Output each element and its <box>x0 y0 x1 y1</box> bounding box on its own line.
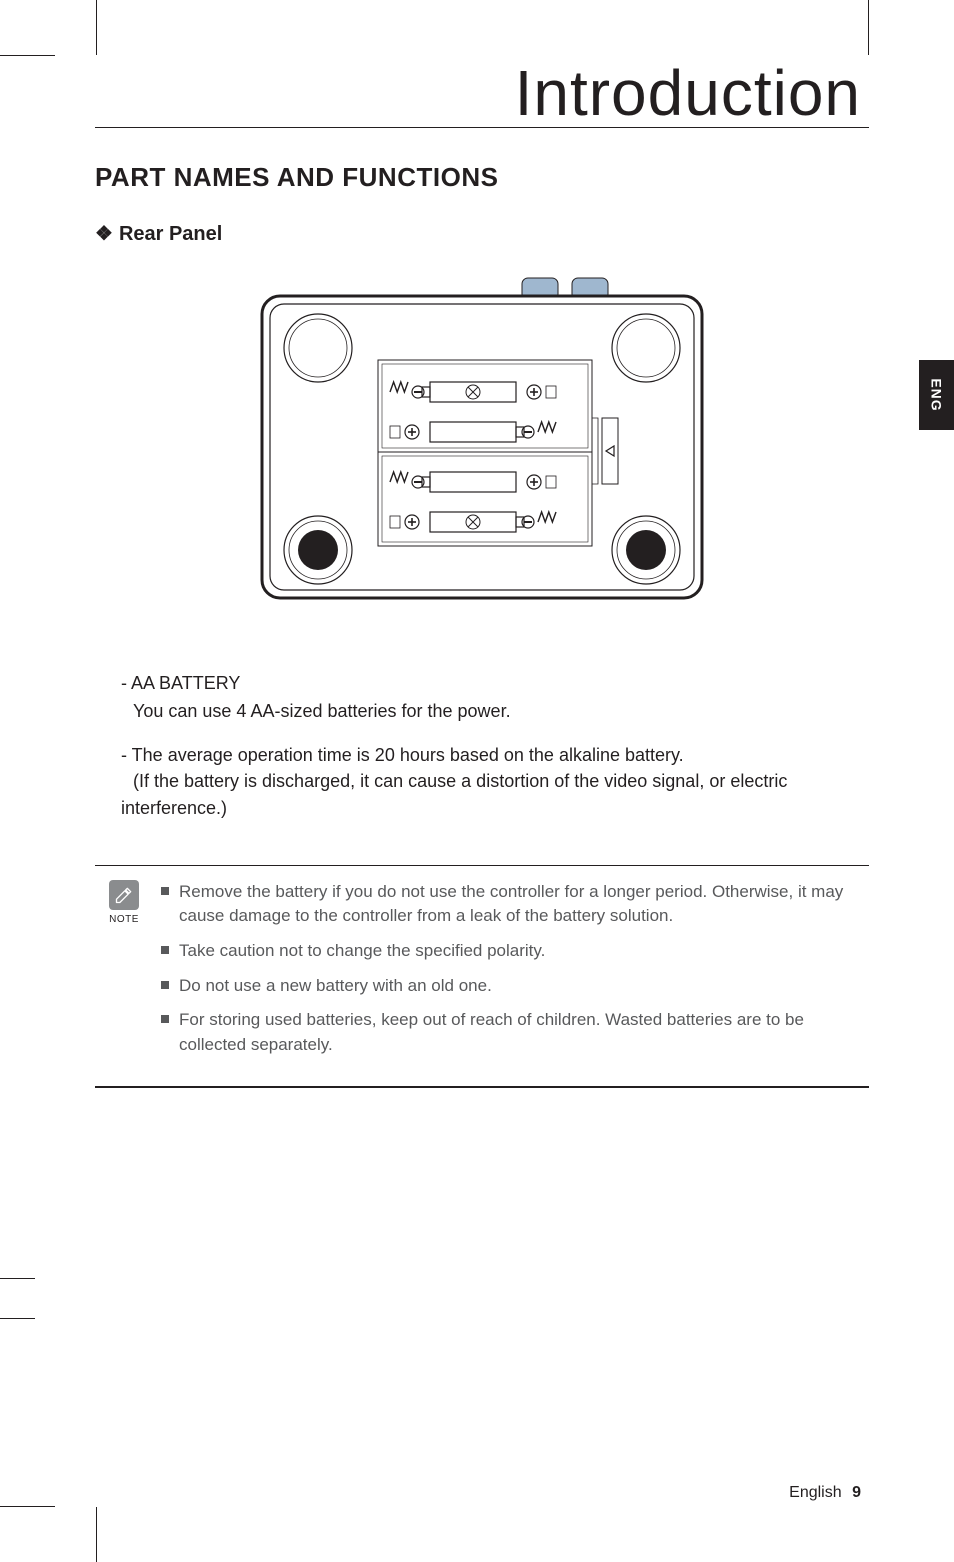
section-title: PART NAMES AND FUNCTIONS <box>95 162 869 193</box>
note-item-text: Do not use a new battery with an old one… <box>179 974 863 999</box>
note-label: NOTE <box>109 914 139 925</box>
rear-panel-figure <box>95 274 869 600</box>
page-footer: English 9 <box>789 1484 861 1502</box>
footer-lang: English <box>789 1484 841 1501</box>
note-item: Do not use a new battery with an old one… <box>161 974 863 999</box>
note-item-text: Take caution not to change the specified… <box>179 939 863 964</box>
battery-line2a: - The average operation time is 20 hours… <box>121 745 684 765</box>
note-item: Remove the battery if you do not use the… <box>161 880 863 929</box>
crop-mark <box>96 1507 97 1562</box>
note-list: Remove the battery if you do not use the… <box>161 880 863 1068</box>
note-item: Take caution not to change the specified… <box>161 939 863 964</box>
crop-mark <box>96 0 97 55</box>
note-item: For storing used batteries, keep out of … <box>161 1008 863 1057</box>
bullet-icon <box>161 981 169 989</box>
subheading-text: Rear Panel <box>119 223 222 245</box>
note-item-text: For storing used batteries, keep out of … <box>179 1008 863 1057</box>
note-box: NOTE Remove the battery if you do not us… <box>95 865 869 1088</box>
bullet-icon <box>161 946 169 954</box>
bullet-icon <box>161 887 169 895</box>
subheading: ❖ Rear Panel <box>95 221 869 246</box>
note-item-text: Remove the battery if you do not use the… <box>179 880 863 929</box>
footer-page: 9 <box>852 1484 861 1501</box>
body-text: - AA BATTERY You can use 4 AA-sized batt… <box>95 670 869 820</box>
battery-heading: - AA BATTERY <box>121 670 869 696</box>
crop-mark <box>868 0 869 55</box>
crop-mark <box>0 1506 55 1507</box>
ornament-icon: ❖ <box>95 223 113 245</box>
language-side-tab: ENG <box>919 360 954 430</box>
language-side-tab-label: ENG <box>929 378 945 411</box>
crop-mark <box>0 55 55 56</box>
note-icon <box>109 880 139 910</box>
pencil-icon <box>114 885 134 905</box>
battery-line1: You can use 4 AA-sized batteries for the… <box>121 698 869 724</box>
binding-mark <box>0 1318 35 1319</box>
binding-mark <box>0 1278 35 1279</box>
rear-panel-diagram <box>260 274 704 600</box>
chapter-title: Introduction <box>95 60 869 128</box>
bullet-icon <box>161 1015 169 1023</box>
battery-line2b: (If the battery is discharged, it can ca… <box>121 771 787 817</box>
